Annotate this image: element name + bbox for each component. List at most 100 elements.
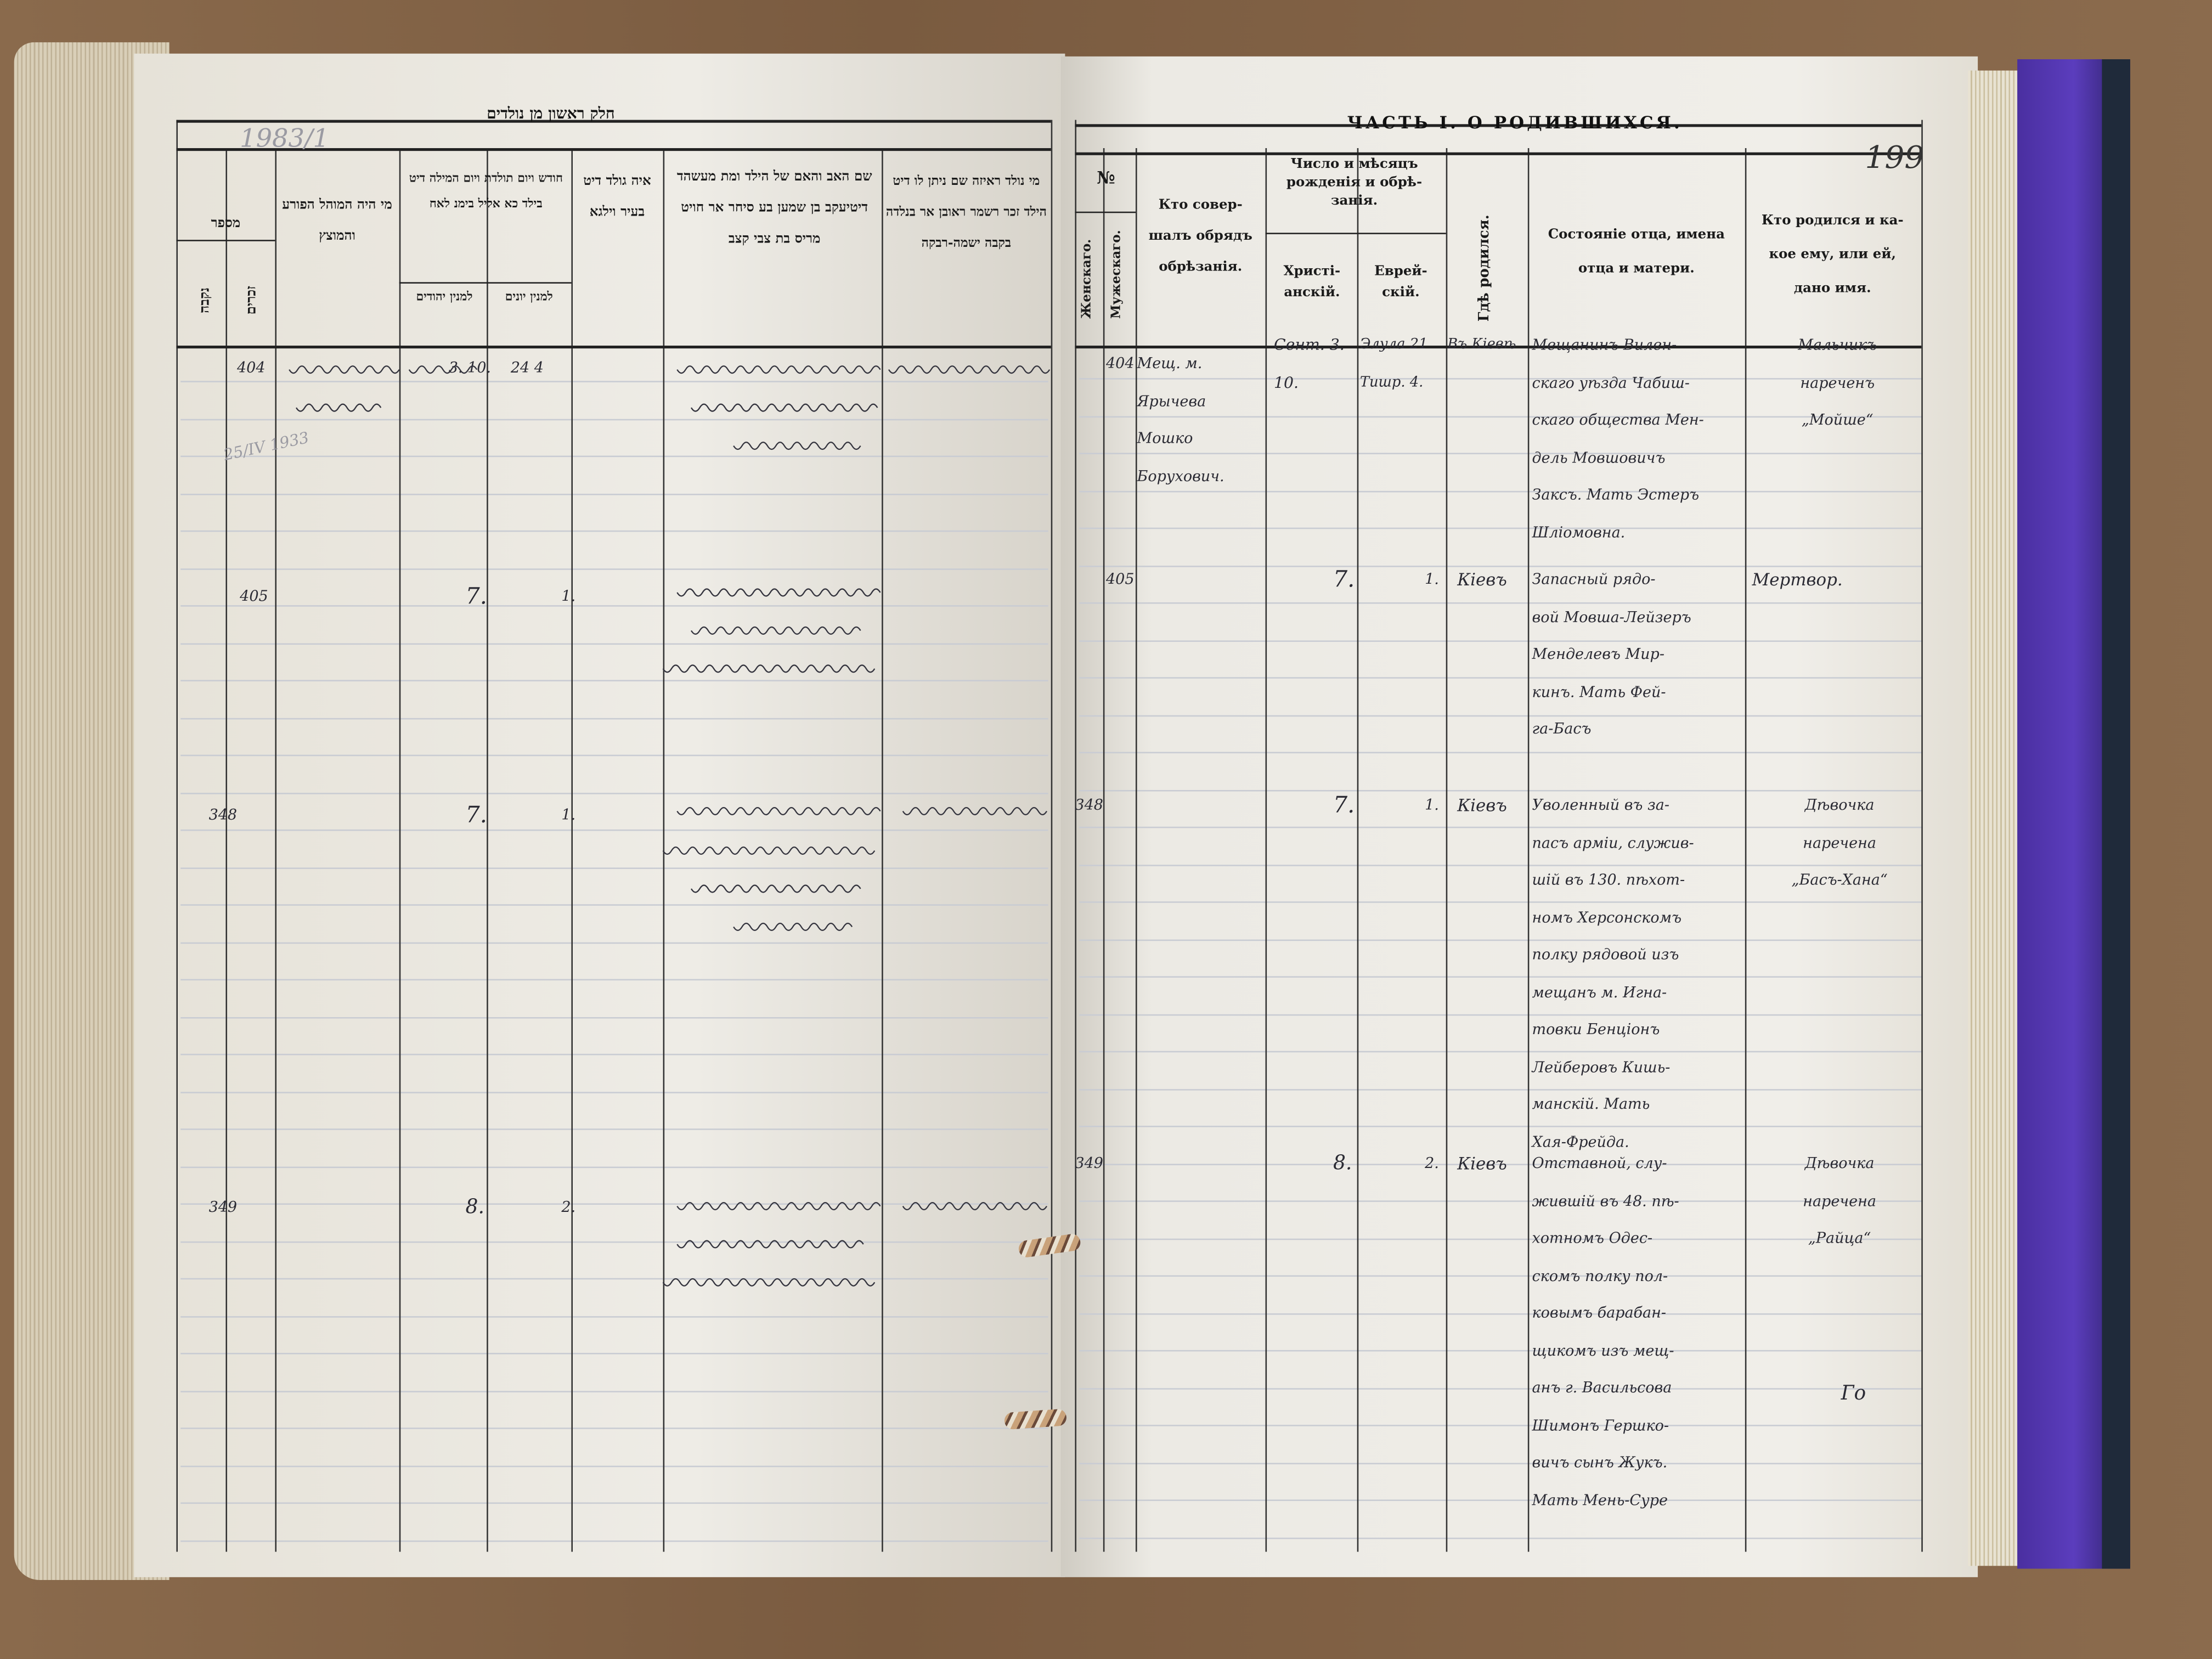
right-page	[1060, 56, 1978, 1577]
entry-parents: Отставной, слу- жившiй въ 48. пѣ- хотном…	[1532, 1155, 1679, 1509]
left-entry-404-number: 404	[236, 359, 266, 377]
column-rule	[1265, 148, 1267, 1552]
handwritten-stroke	[662, 664, 876, 673]
left-entry-405-christian: 7.	[465, 582, 487, 610]
ruled-line	[1079, 602, 1923, 604]
entry-jewish-date: Элула 21 Тишр. 4.	[1359, 337, 1428, 390]
ruled-line	[1079, 1125, 1923, 1127]
header-mohel: מי היה המוהל הפורע והמוצץ	[282, 197, 392, 244]
ruled-line	[180, 904, 1048, 906]
ruled-line	[180, 1128, 1048, 1130]
ruled-line	[1079, 826, 1923, 828]
ruled-line	[180, 605, 1048, 607]
entry-parents: Запасный рядо- вой Мовша-Лейзеръ Менделе…	[1532, 571, 1691, 738]
entry-place: Въ Кіевѣ	[1447, 337, 1516, 353]
ruled-line	[1079, 1200, 1923, 1202]
left-entry-404-christian: 3. 10.	[448, 359, 492, 377]
entry-christian-date: 7.	[1333, 791, 1355, 819]
ruled-line	[1079, 490, 1923, 492]
column-rule	[1745, 148, 1747, 1552]
handwritten-stroke	[690, 626, 861, 635]
header-christian: Христі- анскій.	[1283, 263, 1341, 301]
column-rule	[1135, 148, 1137, 1552]
ruled-line	[1079, 752, 1923, 754]
header-city: איה גולד דיט בעיר וילגא	[583, 173, 651, 221]
pencil-folio: 1983/1	[240, 124, 329, 154]
handwritten-stroke	[296, 403, 382, 412]
handwritten-stroke	[676, 588, 881, 597]
column-rule	[1527, 148, 1530, 1552]
handwritten-stroke	[676, 365, 881, 374]
ruled-line	[1079, 1238, 1923, 1239]
ruled-line	[180, 1203, 1048, 1205]
handwritten-stroke	[888, 365, 1051, 374]
ruled-line	[1079, 864, 1923, 866]
entry-child: Дѣвочка наречена „Басъ-Хана“	[1791, 797, 1888, 889]
ruled-line	[180, 1539, 1048, 1542]
left-page	[134, 53, 1065, 1577]
ruled-line	[180, 567, 1048, 569]
entry-number: 348	[1075, 797, 1103, 814]
ruled-line	[180, 1016, 1048, 1018]
left-entry-405-number: 405	[240, 588, 268, 606]
entry-place: Кіевъ	[1457, 795, 1507, 816]
ruled-line	[180, 1315, 1048, 1317]
header-male: Мужескаго.	[1110, 230, 1125, 320]
ruled-line	[1079, 565, 1923, 567]
header-dates: Число и мѣсяцъ рожденія и обрѣ- занія.	[1286, 156, 1423, 209]
header-child: מי נולד ראיזה שם ניתן לו דיט הילד זכר רש…	[885, 174, 1047, 251]
ruled-line	[1079, 1312, 1923, 1314]
ruled-line	[180, 792, 1048, 794]
header-number: №	[1097, 167, 1115, 188]
ruled-line	[1079, 789, 1923, 791]
header-female: Женскаго.	[1080, 239, 1095, 319]
entry-parents: Мещанинъ Вилен- скаго уѣзда Чабиш- скаго…	[1532, 337, 1704, 541]
header-parents: Состояніе отца, имена отца и матери.	[1548, 227, 1725, 276]
column-rule	[1357, 148, 1359, 1552]
left-entry-348-number: 348	[208, 806, 238, 824]
entry-parents: Уволенный въ за- пасъ армiи, служив- шiй…	[1532, 797, 1694, 1150]
ruled-line	[1079, 1499, 1923, 1501]
entry-place: Кіевъ	[1457, 1154, 1507, 1174]
entry-number: 404	[1105, 355, 1135, 373]
number-subrule	[176, 240, 275, 241]
entry-performer: Мещ. м. Ярычева Мошко Борухович.	[1137, 355, 1224, 485]
ruled-line	[180, 1278, 1048, 1280]
column-rule	[275, 148, 276, 1552]
ruled-line	[180, 680, 1048, 681]
ruled-line	[180, 381, 1048, 382]
column-rule	[1075, 120, 1076, 1552]
header-performer: Кто совер- шалъ обрядъ обрѣзанія.	[1148, 197, 1252, 275]
handwritten-stroke	[733, 442, 861, 450]
left-entry-348-jewish: 1.	[561, 806, 576, 824]
column-rule	[571, 148, 573, 1552]
dates-subrule	[399, 282, 572, 284]
column-rule	[176, 120, 178, 1552]
entry-note: Го	[1841, 1382, 1866, 1406]
handwritten-stroke	[289, 365, 400, 374]
ruled-line	[180, 493, 1048, 495]
ruled-line	[180, 1427, 1048, 1429]
header-jewish: Еврей- скій.	[1374, 263, 1427, 301]
entry-number: 405	[1105, 571, 1135, 589]
ruled-line	[1079, 527, 1923, 529]
ruled-line	[1079, 1537, 1923, 1539]
entry-christian-date: 8.	[1333, 1152, 1352, 1175]
page-number: 199	[1865, 141, 1925, 177]
header-dates-jewish: למנין יהודים	[416, 290, 473, 305]
ruled-line	[180, 455, 1048, 458]
column-rule	[1446, 148, 1448, 1552]
column-rule	[1103, 148, 1105, 1552]
entry-number: 349	[1075, 1155, 1103, 1172]
ruled-line	[1079, 415, 1923, 417]
left-page-title: חלק ראשון מן נולדים	[487, 104, 615, 123]
dates-subrule	[1265, 233, 1446, 234]
right-page-title: ЧАСТЬ I. О РОДИВШИХСЯ.	[1347, 112, 1683, 133]
ruled-line	[180, 867, 1048, 868]
column-rule	[882, 148, 883, 1552]
column-rule	[487, 148, 488, 1552]
ruled-line	[1079, 1275, 1923, 1277]
left-entry-405-jewish: 1.	[561, 588, 576, 606]
